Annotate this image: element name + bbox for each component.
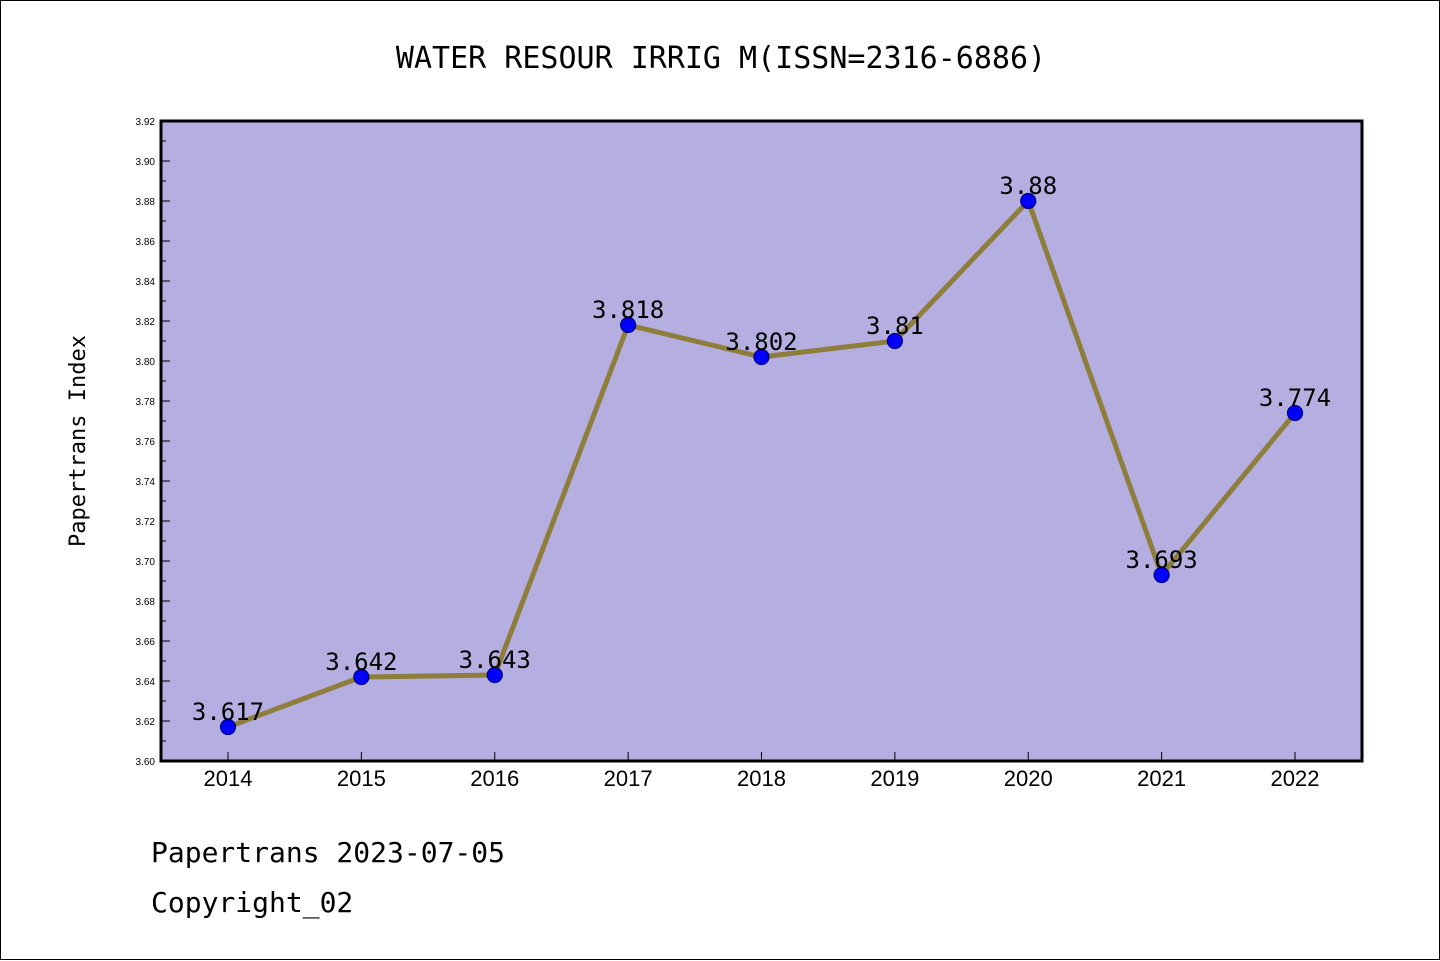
- footer-copyright: Copyright_02: [151, 886, 354, 919]
- data-point: [219, 718, 237, 736]
- y-tick-label: 3.84: [136, 277, 156, 288]
- data-point: [353, 668, 370, 686]
- data-label: 3.643: [459, 646, 531, 674]
- y-tick-label: 3.72: [136, 517, 156, 528]
- y-tick-label: 3.68: [136, 597, 156, 608]
- x-tick-label: 2022: [1271, 766, 1320, 791]
- x-axis: 2014 2015 2016 2017 2018 2019 2020 2021 2022: [204, 752, 1320, 791]
- data-point: [620, 316, 637, 334]
- data-point: [1286, 404, 1304, 422]
- data-series: 3.617 3.642 3.643 3.818 3.802 3.81 3.88 3.693 3.…: [192, 172, 1331, 736]
- data-label: 3.802: [725, 328, 797, 356]
- x-tick-label: 2016: [470, 766, 519, 791]
- footer-date: Papertrans 2023-07-05: [151, 836, 506, 869]
- x-tick-label: 2019: [870, 766, 919, 791]
- y-tick-label: 3.76: [136, 437, 156, 448]
- data-label: 3.642: [325, 648, 397, 676]
- x-tick-label: 2014: [204, 766, 253, 791]
- y-tick-label: 3.66: [136, 637, 156, 648]
- x-tick-label: 2017: [604, 766, 653, 791]
- data-label: 3.617: [192, 698, 264, 726]
- x-tick-label: 2020: [1004, 766, 1053, 791]
- y-tick-label: 3.88: [136, 197, 156, 208]
- y-tick-label: 3.80: [136, 357, 156, 368]
- y-tick-label: 3.70: [136, 557, 156, 568]
- data-point: [1020, 192, 1037, 210]
- x-tick-label: 2021: [1137, 766, 1186, 791]
- y-tick-label: 3.60: [136, 757, 156, 768]
- y-tick-label: 3.62: [136, 717, 156, 728]
- y-tick-label: 3.78: [136, 397, 156, 408]
- plot-area: [159, 119, 1364, 763]
- data-point: [886, 332, 903, 350]
- data-label: 3.693: [1126, 546, 1198, 574]
- y-tick-label: 3.64: [136, 677, 156, 688]
- x-tick-label: 2018: [737, 766, 786, 791]
- data-point: [486, 666, 503, 684]
- y-tick-label: 3.90: [136, 157, 156, 168]
- data-label: 3.774: [1259, 384, 1331, 412]
- y-tick-label: 3.86: [136, 237, 156, 248]
- data-label: 3.818: [592, 296, 664, 324]
- y-tick-label: 3.92: [136, 117, 156, 128]
- chart-title: WATER RESOUR IRRIG M(ISSN=2316-6886): [396, 41, 1046, 76]
- y-axis-label: Papertrans Index: [66, 335, 91, 547]
- data-point: [753, 348, 770, 366]
- data-label: 3.88: [999, 172, 1057, 200]
- data-point: [1153, 566, 1170, 584]
- y-axis: 3.60 3.62 3.64 3.66 3.68 3.70 3.72 3.74 3.76 3.78…: [136, 117, 170, 768]
- data-label: 3.81: [866, 312, 924, 340]
- y-tick-label: 3.82: [136, 317, 156, 328]
- x-tick-label: 2015: [337, 766, 386, 791]
- y-tick-label: 3.74: [136, 477, 156, 488]
